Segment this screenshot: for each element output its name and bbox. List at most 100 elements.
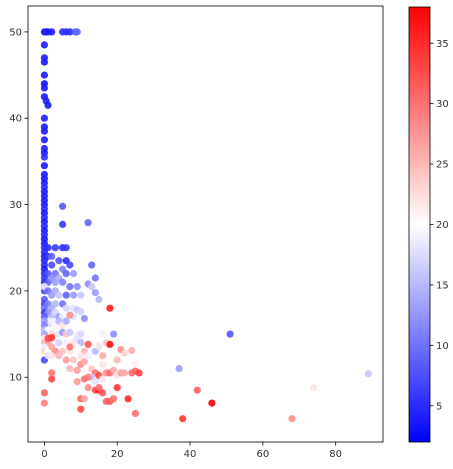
scatter-point bbox=[95, 384, 103, 392]
colorbar-tick-label: 10 bbox=[436, 341, 449, 352]
scatter-point bbox=[62, 304, 70, 312]
y-tick-label: 30 bbox=[9, 200, 22, 211]
scatter-point bbox=[62, 317, 70, 325]
colorbar-tick-label: 15 bbox=[436, 280, 449, 291]
scatter-point bbox=[110, 366, 118, 374]
scatter-point bbox=[288, 415, 296, 423]
scatter-point bbox=[48, 352, 56, 360]
scatter-point bbox=[66, 28, 74, 36]
scatter-point bbox=[99, 360, 107, 368]
scatter-point bbox=[66, 365, 74, 373]
y-axis: 10 20 30 40 50 bbox=[9, 27, 28, 384]
plot-background bbox=[28, 6, 383, 442]
x-tick-label: 80 bbox=[329, 449, 342, 460]
scatter-point bbox=[106, 304, 114, 312]
scatter-point bbox=[40, 399, 49, 407]
plot-frame bbox=[27, 5, 384, 443]
scatter-point bbox=[40, 58, 49, 66]
scatter-point bbox=[128, 346, 136, 355]
scatter-point bbox=[310, 384, 318, 392]
points-layer bbox=[40, 28, 372, 423]
scatter-point bbox=[44, 101, 52, 109]
scatter-point bbox=[59, 220, 67, 228]
scatter-point bbox=[69, 321, 78, 329]
colorbar: 5 10 15 20 25 30 35 bbox=[408, 6, 449, 443]
scatter-point bbox=[364, 370, 372, 378]
scatter-point bbox=[110, 395, 118, 403]
scatter-point bbox=[106, 340, 114, 348]
colorbar-gradient bbox=[408, 6, 431, 443]
scatter-point bbox=[142, 317, 150, 325]
scatter-point bbox=[42, 28, 50, 36]
colorbar-tick-label: 20 bbox=[436, 220, 449, 231]
scatter-point bbox=[48, 375, 56, 383]
scatter-point bbox=[40, 114, 49, 122]
colorbar-tick-label: 35 bbox=[436, 39, 449, 50]
y-tick-label: 10 bbox=[9, 373, 22, 384]
scatter-point bbox=[80, 314, 88, 323]
scatter-point bbox=[62, 291, 70, 299]
colorbar-ticks: 5 10 15 20 25 30 35 bbox=[430, 39, 449, 412]
scatter-point bbox=[66, 283, 74, 291]
scatter-point bbox=[73, 343, 81, 351]
scatter-point bbox=[55, 257, 63, 265]
x-tick-label: 40 bbox=[184, 449, 197, 460]
scatter-point bbox=[193, 386, 201, 394]
scatter-point bbox=[84, 340, 92, 348]
scatter-point bbox=[131, 360, 139, 368]
scatter-point bbox=[48, 28, 56, 36]
scatter-point bbox=[91, 289, 99, 297]
scatter-point bbox=[40, 84, 49, 92]
scatter-point bbox=[226, 330, 234, 338]
scatter-point bbox=[66, 328, 74, 336]
scatter-point bbox=[48, 252, 56, 260]
scatter-point bbox=[91, 378, 99, 386]
x-tick-label: 60 bbox=[256, 449, 269, 460]
y-tick-label: 40 bbox=[9, 114, 22, 125]
scatter-point bbox=[51, 244, 59, 252]
scatter-point bbox=[113, 384, 121, 392]
scatter-point bbox=[69, 291, 78, 299]
scatter-point bbox=[66, 261, 74, 269]
scatter-point bbox=[131, 409, 139, 418]
scatter-point bbox=[80, 395, 88, 403]
x-tick-label: 20 bbox=[111, 449, 124, 460]
scatter-point bbox=[179, 415, 187, 423]
scatter-point bbox=[66, 311, 74, 319]
scatter-point bbox=[40, 153, 49, 161]
scatter-point bbox=[69, 356, 78, 364]
scatter-point bbox=[55, 339, 63, 347]
scatter-point bbox=[51, 300, 59, 308]
scatter-point bbox=[95, 341, 103, 349]
scatter-point bbox=[62, 270, 70, 278]
scatter-point bbox=[124, 395, 132, 403]
scatter-point bbox=[120, 369, 129, 377]
scatter-point bbox=[77, 405, 85, 413]
scatter-point bbox=[80, 358, 88, 366]
scatter-point bbox=[95, 295, 103, 304]
scatter-point bbox=[77, 308, 85, 316]
scatter-point bbox=[113, 356, 121, 364]
y-tick-label: 50 bbox=[9, 27, 22, 38]
scatter-point bbox=[40, 127, 49, 135]
scatter-point bbox=[55, 352, 63, 360]
scatter-point bbox=[208, 399, 216, 407]
scatter-point bbox=[40, 136, 49, 144]
scatter-point bbox=[48, 369, 56, 377]
scatter-point bbox=[99, 330, 107, 338]
scatter-point bbox=[73, 283, 81, 291]
scatter-point bbox=[73, 378, 81, 386]
scatter-point bbox=[110, 330, 118, 338]
scatter-point bbox=[73, 366, 81, 374]
scatter-point bbox=[102, 311, 110, 319]
scatter-point bbox=[40, 71, 49, 79]
scatter-point bbox=[124, 317, 132, 325]
scatter-point bbox=[69, 270, 78, 278]
scatter-point bbox=[80, 375, 88, 383]
scatter-point bbox=[99, 375, 107, 383]
scatter-point bbox=[77, 291, 85, 299]
scatter-point bbox=[88, 261, 96, 269]
scatter-point bbox=[40, 41, 49, 49]
scatter-point bbox=[48, 261, 56, 269]
